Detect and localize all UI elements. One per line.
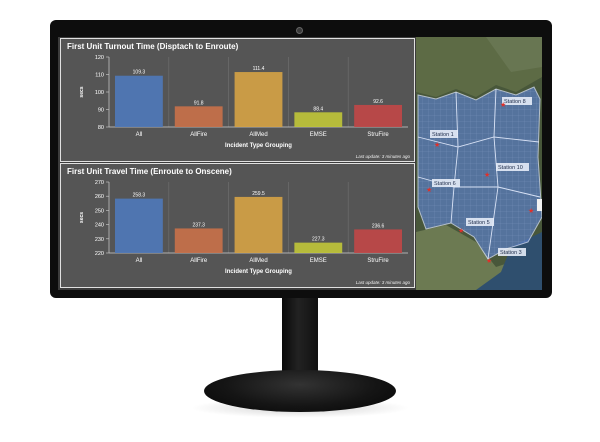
bar-value-label: 236.6 <box>372 223 385 229</box>
category-label: All <box>136 258 143 264</box>
bar <box>294 112 343 127</box>
y-tick-label: 260 <box>95 194 104 200</box>
bar-value-label: 111.4 <box>253 66 265 72</box>
panel-title: First Unit Travel Time (Enroute to Onsce… <box>67 167 232 176</box>
panel-title: First Unit Turnout Time (Disptach to Enr… <box>67 42 239 51</box>
y-tick-label: 80 <box>98 125 104 131</box>
travel-time-panel: First Unit Travel Time (Enroute to Onsce… <box>60 163 415 288</box>
star-icon[interactable]: ★ <box>434 141 440 149</box>
station-label: Station 5 <box>468 220 490 226</box>
turnout-time-panel: First Unit Turnout Time (Disptach to Enr… <box>60 38 415 162</box>
bar-value-label: 109.3 <box>133 70 146 76</box>
star-icon[interactable]: ★ <box>458 227 464 235</box>
y-axis-label: secs <box>79 212 85 223</box>
monitor-stand-neck <box>282 298 318 382</box>
last-update-text: Last update: 3 minutes ago <box>355 154 410 159</box>
station-label: Station 8 <box>504 99 526 105</box>
star-icon[interactable]: ★ <box>484 171 490 179</box>
map-scroll-handle[interactable] <box>537 199 542 211</box>
star-icon[interactable]: ★ <box>528 207 534 215</box>
bar <box>174 228 223 253</box>
x-axis-label: Incident Type Grouping <box>225 269 292 275</box>
station-label: Station 6 <box>434 181 456 187</box>
category-label: AllMed <box>249 132 267 138</box>
bar-value-label: 227.3 <box>312 237 325 243</box>
bar <box>354 104 403 127</box>
y-tick-label: 90 <box>98 108 104 114</box>
bar-value-label: 88.4 <box>313 106 323 112</box>
turnout-time-chart: 80 90 100 110 120 secs 109.3 All 91.8 AllFire 111.… <box>79 55 408 149</box>
station-label: Station 1 <box>432 132 454 138</box>
bar-value-label: 237.3 <box>192 222 205 228</box>
travel-time-chart: 220 230 240 250 260 270 secs 258.3 All 237.3 AllFi… <box>79 180 408 275</box>
category-label: EMSE <box>310 132 327 138</box>
star-icon[interactable]: ★ <box>500 101 506 109</box>
station-label: Station 3 <box>500 250 522 256</box>
y-tick-label: 110 <box>95 73 104 79</box>
y-tick-label: 230 <box>95 237 104 243</box>
category-label: AllFire <box>190 258 208 264</box>
star-icon[interactable]: ★ <box>426 186 432 194</box>
dashboard-screen: First Unit Turnout Time (Disptach to Enr… <box>58 37 542 290</box>
category-label: StruFire <box>367 258 389 264</box>
y-tick-label: 100 <box>95 90 104 96</box>
y-axis-label: secs <box>79 86 85 97</box>
bar-value-label: 91.8 <box>194 100 204 106</box>
bar <box>234 72 283 127</box>
star-icon[interactable]: ★ <box>486 257 492 265</box>
station-label: Station 10 <box>498 165 523 171</box>
last-update-text: Last update: 3 minutes ago <box>355 280 410 285</box>
bar <box>114 75 163 127</box>
x-axis-label: Incident Type Grouping <box>225 143 292 149</box>
category-label: AllMed <box>249 258 267 264</box>
y-tick-label: 220 <box>95 251 104 257</box>
webcam-icon <box>296 27 303 34</box>
y-tick-label: 270 <box>95 180 104 186</box>
map-canvas[interactable]: Station 8 Station 1 Station 10 Station 6… <box>416 37 542 290</box>
category-label: StruFire <box>367 132 389 138</box>
y-tick-label: 240 <box>95 223 104 229</box>
bar-value-label: 259.5 <box>252 191 265 197</box>
category-label: AllFire <box>190 132 208 138</box>
bar <box>174 106 223 127</box>
category-label: EMSE <box>310 258 327 264</box>
bar <box>294 242 343 253</box>
monitor-stand-base <box>204 370 396 412</box>
bar-value-label: 258.3 <box>133 193 146 199</box>
bar <box>114 198 163 253</box>
station-map[interactable]: Station 8 Station 1 Station 10 Station 6… <box>416 37 542 290</box>
bar <box>234 196 283 253</box>
bar-value-label: 92.6 <box>373 99 383 105</box>
bar <box>354 229 403 253</box>
category-label: All <box>136 132 143 138</box>
y-tick-label: 120 <box>95 55 104 61</box>
y-tick-label: 250 <box>95 208 104 214</box>
